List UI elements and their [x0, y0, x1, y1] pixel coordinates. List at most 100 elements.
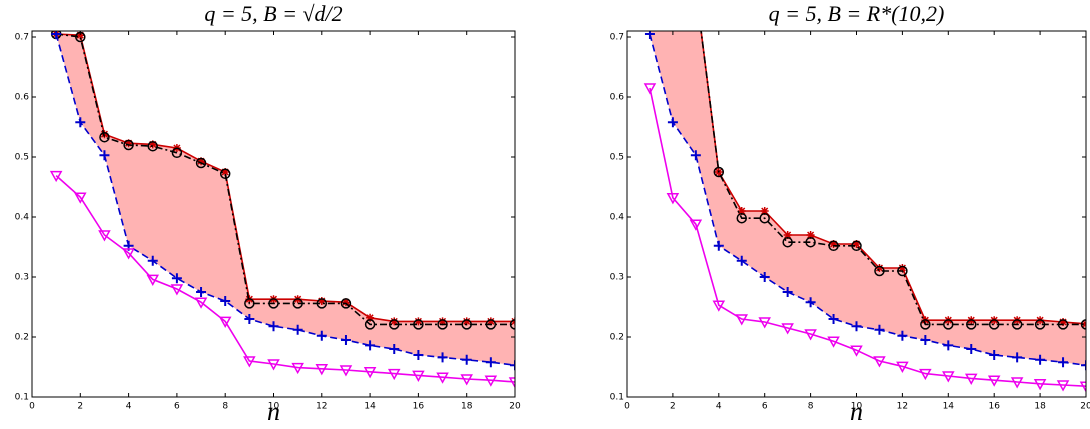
y-tick-label: 0.1 [15, 393, 29, 403]
x-tick-label: 6 [174, 402, 180, 412]
marker [760, 207, 769, 215]
x-tick-label: 10 [268, 402, 280, 412]
marker [804, 329, 817, 341]
marker [987, 375, 1001, 387]
y-tick-label: 0.2 [15, 333, 29, 343]
x-tick-label: 4 [716, 402, 722, 412]
marker [988, 319, 1000, 330]
marker [736, 212, 747, 224]
marker [414, 317, 423, 326]
marker [291, 362, 304, 375]
marker [667, 117, 678, 128]
marker [98, 230, 111, 242]
marker [644, 31, 655, 39]
y-tick-label: 0.5 [610, 153, 624, 163]
marker [898, 264, 907, 272]
marker [197, 157, 206, 166]
y-tick-label: 0.7 [610, 33, 624, 43]
marker [243, 356, 256, 368]
marker [219, 168, 231, 180]
marker [966, 344, 977, 354]
marker [1079, 381, 1086, 393]
marker [1058, 357, 1069, 368]
marker [781, 323, 794, 335]
marker [1033, 379, 1047, 391]
marker [387, 368, 401, 381]
marker [852, 240, 861, 248]
marker [316, 330, 327, 341]
series-line [649, 87, 1086, 387]
marker [1059, 318, 1068, 326]
x-tick-label: 18 [461, 402, 473, 412]
marker [1012, 352, 1023, 363]
x-axis-label: n [850, 397, 863, 426]
chart-title: q = 5, B = √d/2 [204, 1, 342, 26]
x-tick-label: 12 [316, 402, 327, 412]
marker [412, 370, 425, 382]
marker [943, 340, 954, 351]
marker [782, 287, 793, 297]
marker [874, 324, 885, 335]
marker [462, 317, 471, 326]
marker [897, 265, 908, 277]
x-tick-label: 6 [762, 402, 768, 412]
marker [782, 236, 793, 248]
y-tick-label: 0.3 [610, 273, 624, 283]
marker [964, 373, 978, 385]
marker [220, 296, 231, 306]
x-tick-label: 0 [624, 402, 630, 412]
marker [244, 314, 255, 324]
marker [74, 192, 87, 204]
marker [339, 365, 353, 377]
marker [735, 314, 749, 326]
marker [805, 236, 816, 248]
shaded-region [56, 34, 515, 366]
marker [146, 274, 160, 286]
marker [508, 377, 515, 389]
marker [896, 361, 909, 373]
marker [171, 147, 183, 159]
y-tick-label: 0.1 [610, 393, 624, 403]
marker [689, 219, 703, 231]
y-tick-label: 0.4 [15, 213, 30, 223]
marker [1081, 360, 1086, 371]
y-tick-label: 0.7 [15, 33, 29, 43]
marker [122, 248, 135, 260]
marker [1011, 319, 1023, 330]
marker [942, 371, 955, 383]
marker [364, 319, 376, 330]
marker [389, 344, 400, 354]
marker [485, 319, 497, 330]
marker [340, 298, 352, 309]
x-tick-label: 8 [222, 402, 228, 412]
marker [1080, 319, 1086, 330]
marker [221, 168, 230, 176]
marker [1010, 377, 1024, 389]
marker [147, 255, 158, 266]
y-tick-label: 0.3 [15, 273, 29, 283]
marker [712, 300, 726, 312]
marker [99, 150, 110, 161]
marker [75, 117, 86, 128]
marker [438, 317, 447, 326]
marker [390, 317, 399, 326]
marker [920, 319, 931, 330]
x-tick-label: 20 [509, 402, 521, 412]
marker [805, 297, 816, 308]
marker [268, 321, 279, 332]
x-tick-label: 8 [808, 402, 814, 412]
marker [873, 356, 886, 368]
shaded-region [649, 31, 1086, 366]
marker [292, 298, 303, 309]
marker [315, 364, 329, 376]
x-tick-label: 0 [29, 402, 35, 412]
marker [148, 140, 157, 149]
x-tick-label: 16 [988, 402, 1000, 412]
marker [943, 319, 954, 330]
marker [1056, 380, 1070, 392]
chart-title: q = 5, B = R*(10,2) [769, 1, 945, 26]
x-tick-label: 12 [897, 402, 908, 412]
marker [437, 319, 448, 330]
y-tick-label: 0.2 [610, 333, 624, 343]
y-tick-label: 0.5 [15, 153, 29, 163]
